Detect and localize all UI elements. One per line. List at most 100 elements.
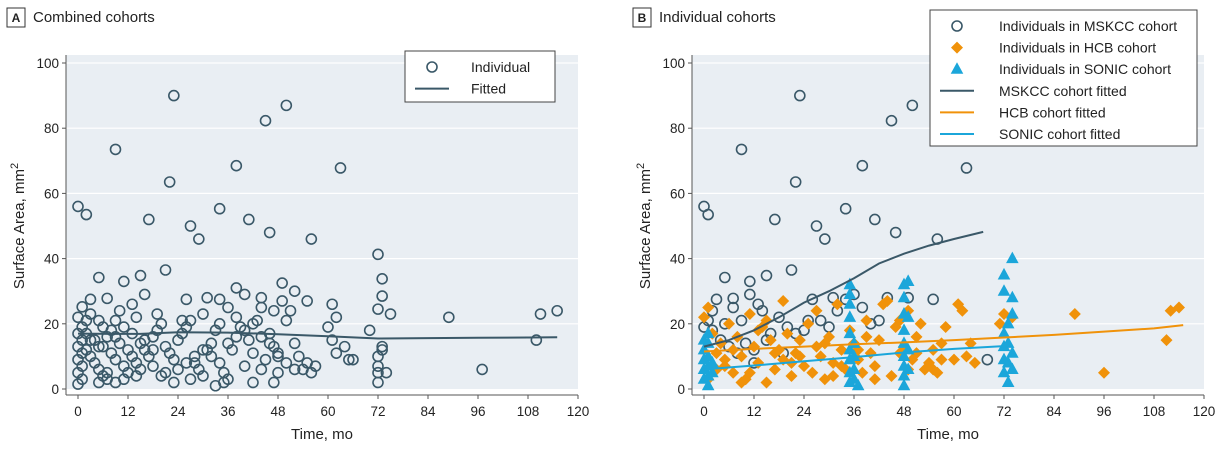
- data-point: [843, 297, 857, 309]
- data-point: [764, 334, 777, 347]
- y-axis-label-superscript: 2: [635, 163, 647, 169]
- data-point: [843, 287, 857, 300]
- data-point: [255, 363, 268, 376]
- y-axis-label-superscript: 2: [9, 163, 21, 169]
- data-point: [255, 301, 268, 314]
- data-point: [981, 353, 994, 366]
- y-tick-label: 60: [44, 186, 59, 201]
- legend-label: MSKCC cohort fitted: [999, 83, 1127, 99]
- data-point: [134, 269, 147, 282]
- data-point: [201, 291, 213, 304]
- data-point: [860, 314, 873, 327]
- legend-marker-swatch: [951, 41, 963, 54]
- data-point: [113, 304, 126, 317]
- data-point: [831, 298, 844, 311]
- panel-tag-box: [632, 7, 652, 28]
- data-point: [843, 277, 857, 290]
- data-point: [247, 317, 259, 330]
- data-point: [889, 226, 902, 239]
- x-tick-label: 72: [996, 404, 1011, 419]
- data-point: [910, 347, 923, 360]
- data-point: [213, 357, 226, 369]
- data-point: [184, 220, 197, 232]
- data-point: [927, 293, 939, 306]
- data-point: [773, 311, 785, 324]
- data-point: [802, 317, 815, 330]
- data-point: [213, 317, 226, 330]
- x-tick-label: 36: [220, 404, 235, 419]
- data-point: [1006, 307, 1019, 319]
- data-point: [735, 143, 748, 156]
- data-point: [702, 301, 715, 314]
- data-point: [827, 369, 840, 382]
- x-tick-label: 96: [1096, 404, 1111, 419]
- data-point: [76, 301, 88, 313]
- panel-a: A Combined cohorts 0 20 40 60 80 100 0 12 24 36 48 60…: [6, 7, 589, 443]
- data-point: [72, 378, 84, 390]
- data-point: [84, 334, 97, 346]
- data-point: [710, 293, 723, 306]
- data-point: [230, 311, 243, 324]
- data-point: [839, 202, 852, 215]
- data-point: [910, 330, 923, 343]
- data-point: [93, 376, 105, 389]
- data-point: [376, 273, 388, 285]
- data-point: [1006, 251, 1019, 264]
- data-point: [735, 314, 748, 327]
- data-point: [881, 294, 894, 307]
- data-point: [698, 311, 710, 324]
- x-tick-label: 48: [270, 404, 285, 419]
- data-point: [372, 366, 384, 379]
- data-point: [222, 301, 234, 314]
- data-point: [701, 326, 715, 339]
- y-tick-label: 80: [44, 121, 59, 136]
- data-point: [84, 308, 97, 320]
- data-point: [885, 369, 898, 382]
- data-point: [126, 298, 138, 311]
- data-point: [806, 293, 819, 306]
- data-point: [1098, 366, 1110, 379]
- data-point: [93, 340, 105, 353]
- y-tick-label: 80: [670, 121, 685, 136]
- data-point: [777, 294, 790, 307]
- data-point: [159, 366, 172, 379]
- data-point: [109, 376, 122, 389]
- data-point: [276, 277, 288, 289]
- data-point: [334, 162, 347, 174]
- data-point: [272, 366, 284, 379]
- data-point: [184, 373, 197, 386]
- data-point: [897, 323, 911, 335]
- x-tick-label: 60: [320, 404, 335, 419]
- data-point: [180, 357, 193, 369]
- data-point: [702, 208, 714, 221]
- fitted-line: [703, 230, 984, 348]
- data-point: [956, 304, 969, 317]
- data-point: [138, 334, 151, 346]
- data-point: [230, 159, 243, 172]
- x-tick-label: 108: [517, 404, 540, 419]
- data-point: [205, 337, 218, 350]
- data-point: [376, 290, 388, 302]
- data-point: [197, 308, 209, 320]
- legend-marker-swatch: [951, 20, 963, 32]
- data-point: [939, 321, 952, 334]
- data-point: [168, 376, 180, 389]
- panel-tag-box: [6, 7, 26, 28]
- data-point: [856, 159, 869, 172]
- data-point: [180, 293, 193, 306]
- data-point: [259, 353, 272, 366]
- data-point: [184, 314, 197, 327]
- y-tick-label: 0: [677, 382, 685, 397]
- data-point: [293, 350, 305, 363]
- data-point: [727, 366, 740, 379]
- x-tick-label: 24: [170, 404, 186, 419]
- data-point: [109, 353, 122, 366]
- x-tick-label: 60: [946, 404, 961, 419]
- x-tick-label: 84: [1046, 404, 1062, 419]
- x-tick-label: 12: [746, 404, 761, 419]
- x-tick-label: 120: [1193, 404, 1216, 419]
- legend-label: Fitted: [471, 81, 506, 97]
- data-point: [997, 267, 1011, 280]
- data-point: [134, 363, 147, 376]
